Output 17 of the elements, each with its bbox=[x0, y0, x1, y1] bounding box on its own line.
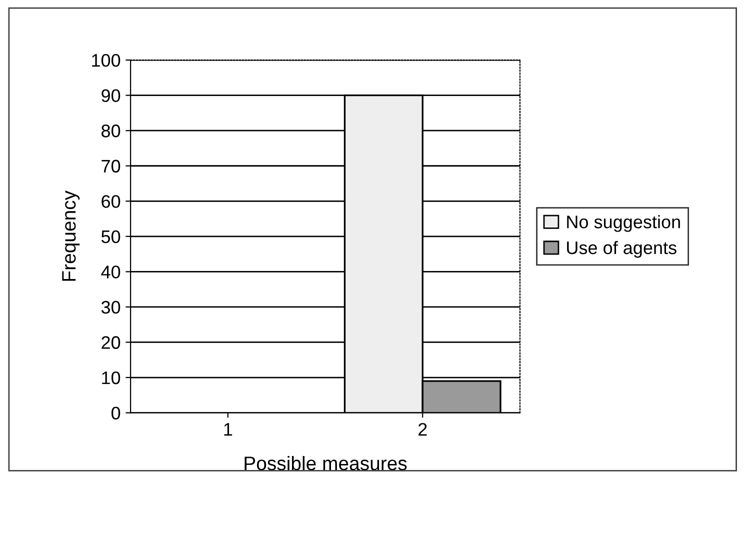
x-tick-label: 2 bbox=[418, 422, 427, 436]
y-tick-label: 0 bbox=[111, 406, 120, 420]
y-tick-label: 50 bbox=[101, 230, 120, 244]
y-tick-label: 80 bbox=[102, 124, 120, 138]
legend-label: Use of agents bbox=[567, 240, 676, 258]
y-tick-label: 90 bbox=[102, 89, 120, 102]
y-tick-label: 40 bbox=[101, 266, 120, 278]
y-tick-label: 60 bbox=[102, 195, 120, 208]
legend-label: No suggestion bbox=[567, 215, 680, 232]
y-tick-label: 70 bbox=[102, 160, 120, 173]
y-tick-label: 30 bbox=[101, 300, 120, 314]
y-tick-label: 20 bbox=[102, 336, 120, 349]
y-tick-label: 10 bbox=[102, 371, 120, 384]
y-axis-title: Frequency bbox=[62, 190, 80, 281]
y-tick-label: 100 bbox=[92, 54, 120, 67]
x-axis-title: Possible measures bbox=[244, 456, 407, 470]
x-tick-label: 1 bbox=[224, 423, 232, 436]
